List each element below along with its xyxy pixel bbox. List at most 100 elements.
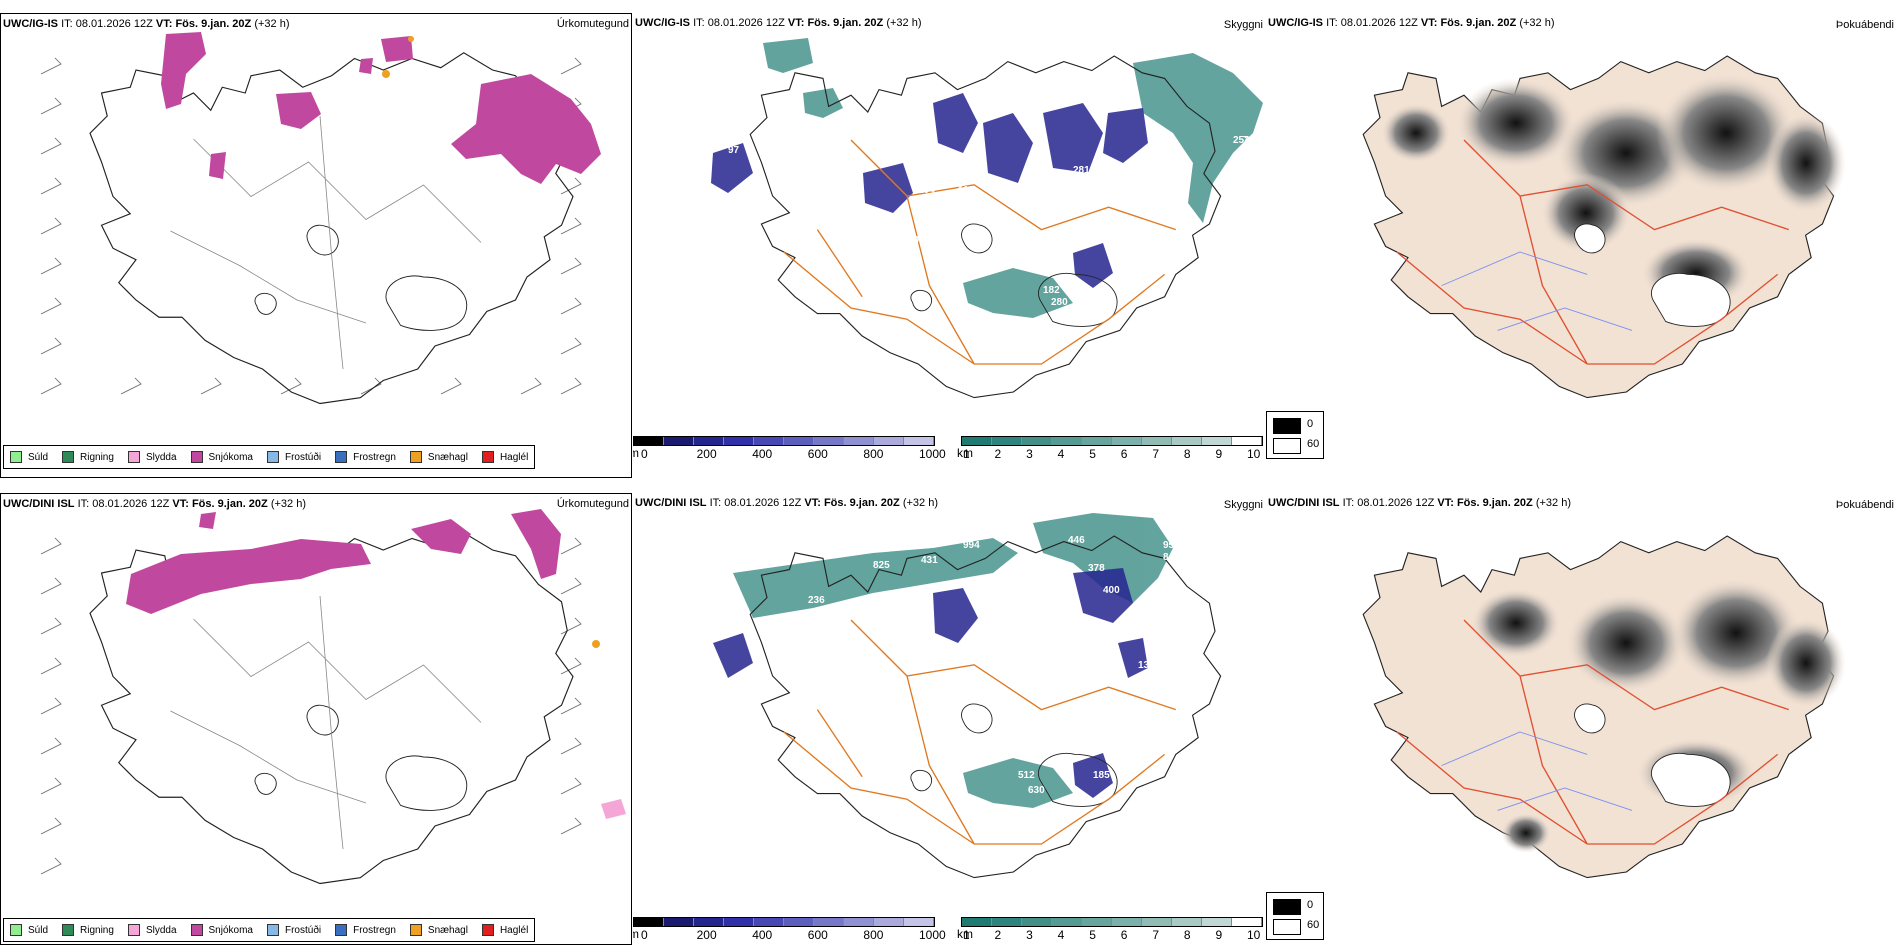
colorbar-cell: [634, 437, 664, 445]
colorbar-cell: [1202, 437, 1232, 445]
visibility-map-bottom: 923 994 825 431 446 378 958 847 400 306 …: [713, 513, 1222, 879]
colorbar-cell: [1022, 437, 1052, 445]
colorbar-cell: [1112, 437, 1142, 445]
svg-text:252: 252: [1233, 135, 1250, 146]
svg-text:378: 378: [1088, 563, 1105, 574]
ceiling-colorbar-ticks: 0 200 400 600 800 1000: [633, 447, 946, 461]
svg-text:85: 85: [973, 50, 985, 61]
svg-text:303: 303: [1063, 85, 1080, 96]
legend-item-hagel: Haglél: [481, 451, 528, 463]
colorbar-cell: [874, 437, 904, 445]
fog-map-top: [1362, 55, 1846, 399]
colorbar-cell: [904, 918, 934, 926]
legend-item-frostregn: Frostregn: [335, 451, 396, 463]
svg-text:280: 280: [1051, 297, 1068, 308]
colorbar-cell: [904, 437, 934, 445]
colorbar-cell: [962, 918, 992, 926]
colorbar-tick-label: 3: [1026, 447, 1033, 461]
legend-item-frostudi: Frostúði: [266, 451, 321, 463]
fog-legend-label-60: 60: [1307, 438, 1320, 450]
colorbar-tick-label: 400: [752, 928, 773, 942]
visibility-colorbar-ticks: 1 2 3 4 5 6 7 8 9 10: [961, 928, 1263, 942]
svg-text:107: 107: [908, 235, 925, 246]
panel-title: UWC/IG-IS IT: 08.01.2026 12Z VT: Fös. 9.…: [1268, 17, 1555, 29]
svg-text:306: 306: [998, 585, 1015, 596]
colorbar-cell: [962, 437, 992, 445]
svg-text:236: 236: [808, 595, 825, 606]
ptype-map-bottom: [40, 509, 626, 885]
colorbar-tick-label: 800: [863, 928, 884, 942]
colorbar-tick-label: 6: [1120, 928, 1128, 942]
fog-dark-areas: [1381, 73, 1846, 308]
colorbar-tick-label: 400: [752, 447, 773, 461]
fog-legend-label-0: 0: [1307, 418, 1314, 430]
ptype-panel-bottom: UWC/DINI ISL IT: 08.01.2026 12Z VT: Fös.…: [0, 493, 632, 945]
svg-text:994: 994: [963, 540, 980, 551]
colorbar-cell: [1082, 437, 1112, 445]
colorbar-tick-label: 200: [696, 928, 717, 942]
fog-panel-top: UWC/IG-IS IT: 08.01.2026 12Z VT: Fös. 9.…: [1266, 13, 1898, 478]
ceiling-value-labels: 923 994 825 431 446 378 958 847 400 306 …: [723, 520, 1180, 796]
fog-legend-swatch-60: [1273, 919, 1301, 935]
colorbar-cell: [1232, 918, 1262, 926]
ptype-map-top: [40, 32, 601, 405]
fog-legend-top: 0 60: [1266, 411, 1324, 459]
colorbar-tick-label: 9: [1215, 928, 1223, 942]
ceiling-colorbar-cells: [633, 436, 935, 446]
svg-text:86: 86: [723, 570, 735, 581]
visibility-colorbar: 1 2 3 4 5 6 7 8 9 10 km: [957, 436, 1263, 462]
legend-item-frostregn: Frostregn: [335, 924, 396, 936]
colorbar-tick-label: 1000: [919, 928, 946, 942]
visibility-colorbar-cells: [961, 917, 1263, 927]
colorbar-cell: [1172, 437, 1202, 445]
ceiling-blue-areas: [713, 568, 1148, 798]
colorbar-tick-label: 1000: [919, 447, 946, 461]
colorbar-tick-label: 8: [1183, 447, 1191, 461]
fog-legend-label-0: 0: [1307, 899, 1314, 911]
colorbar-cell: [1172, 918, 1202, 926]
colorbar-tick-label: 1: [963, 447, 970, 461]
colorbar-cell: [1202, 918, 1232, 926]
legend-item-slydda: Slydda: [127, 924, 177, 936]
visibility-colorbar-ticks: 1 2 3 4 5 6 7 8 9 10: [961, 447, 1263, 461]
svg-text:113: 113: [958, 185, 975, 196]
panel-label: Þokuábendi: [1835, 499, 1894, 511]
ceiling-blue-areas: [711, 93, 1148, 288]
legend-item-hagel: Haglél: [481, 924, 528, 936]
colorbar-cell: [992, 437, 1022, 445]
colorbar-cell: [1112, 918, 1142, 926]
colorbar-cell: [874, 918, 904, 926]
fog-teal-areas: [733, 513, 1173, 808]
ceiling-colorbar-ticks: 0 200 400 600 800 1000: [633, 928, 946, 942]
fog-panel-bottom: UWC/DINI ISL IT: 08.01.2026 12Z VT: Fös.…: [1266, 493, 1898, 945]
legend-item-slydda: Slydda: [127, 451, 177, 463]
colorbar-cell: [1142, 437, 1172, 445]
colorbar-cell: [634, 918, 664, 926]
ptype-legend: Súld Rigning Slydda Snjókoma Frostúði Fr…: [3, 918, 536, 942]
legend-item-sudl: Súld: [10, 924, 48, 936]
colorbar-cell: [1142, 918, 1172, 926]
svg-text:97: 97: [728, 145, 740, 156]
legend-item-sudl: Súld: [10, 451, 48, 463]
panel-label: Skyggni: [1223, 19, 1263, 31]
panel-label: Úrkomutegund: [556, 498, 629, 510]
colorbar-tick-label: 7: [1152, 447, 1160, 461]
visibility-unit: km: [957, 446, 973, 460]
colorbar-cell: [1022, 918, 1052, 926]
colorbar-tick-label: 200: [696, 447, 717, 461]
ptype-legend: Súld Rigning Slydda Snjókoma Frostúði Fr…: [3, 445, 536, 469]
legend-item-snjokoma: Snjókoma: [190, 451, 253, 463]
colorbar-cell: [784, 437, 814, 445]
ceiling-unit: m: [633, 927, 639, 941]
colorbar-tick-label: 5: [1089, 928, 1096, 942]
ceiling-colorbar: 0 200 400 600 800 1000 m: [633, 436, 946, 462]
svg-text:135: 135: [943, 715, 960, 726]
colorbar-cell: [664, 437, 694, 445]
svg-text:446: 446: [1068, 535, 1085, 546]
legend-item-snjokoma: Snjókoma: [190, 924, 253, 936]
colorbar-cell: [784, 918, 814, 926]
colorbar-tick-label: 6: [1120, 447, 1128, 461]
panel-title: UWC/DINI ISL IT: 08.01.2026 12Z VT: Fös.…: [1268, 497, 1571, 509]
colorbar-tick-label: 9: [1215, 447, 1223, 461]
colorbar-tick-label: 4: [1057, 447, 1065, 461]
